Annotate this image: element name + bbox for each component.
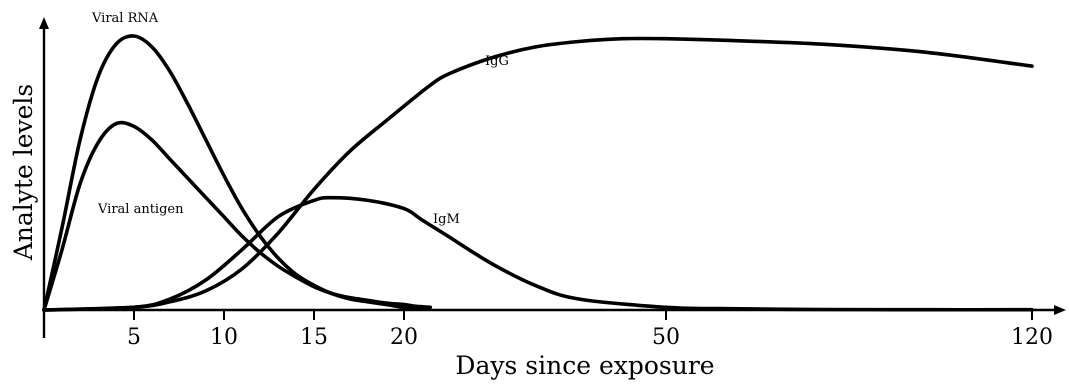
y-axis-title: Analyte levels <box>9 84 38 262</box>
series-group <box>42 34 1034 312</box>
x-tick-label: 20 <box>390 325 418 350</box>
series-label-igm: IgM <box>433 212 460 227</box>
x-ticks-group: 5 10 15 20 50 120 <box>127 310 1053 350</box>
x-axis-title: Days since exposure <box>455 351 714 380</box>
series-label-viral-antigen: Viral antigen <box>97 202 184 217</box>
series-line-viral-rna <box>42 34 432 312</box>
x-tick-label: 15 <box>300 325 328 350</box>
series-label-igg: IgG <box>485 54 509 69</box>
x-axis-arrow <box>1054 305 1066 315</box>
series-line-igg <box>42 36 1034 312</box>
y-axis-arrow <box>39 17 49 29</box>
x-tick-label: 5 <box>127 325 141 350</box>
series-line-igm <box>42 195 1034 312</box>
series-label-viral-rna: Viral RNA <box>91 11 159 26</box>
x-tick-label: 50 <box>652 325 680 350</box>
x-tick-label: 10 <box>210 325 238 350</box>
x-tick-label: 120 <box>1011 325 1053 350</box>
